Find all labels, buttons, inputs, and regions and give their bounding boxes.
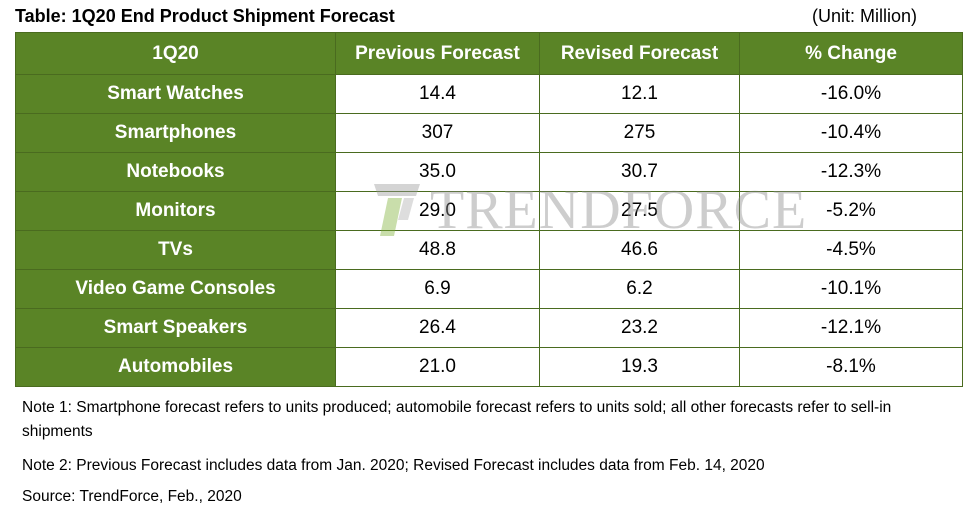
table-row: Monitors 29.0 27.5 -5.2% [15, 191, 963, 231]
table-body: Smart Watches 14.4 12.1 -16.0% Smartphon… [15, 74, 963, 387]
previous-forecast-cell: 29.0 [335, 191, 540, 231]
previous-forecast-cell: 26.4 [335, 308, 540, 348]
row-label: Automobiles [15, 347, 336, 387]
revised-forecast-cell: 6.2 [539, 269, 740, 309]
header-row: 1Q20 Previous Forecast Revised Forecast … [15, 32, 963, 75]
previous-forecast-cell: 21.0 [335, 347, 540, 387]
previous-forecast-cell: 307 [335, 113, 540, 153]
unit-note: (Unit: Million) [811, 6, 917, 26]
table-row: Smart Watches 14.4 12.1 -16.0% [15, 74, 963, 114]
revised-forecast-cell: 46.6 [539, 230, 740, 270]
table-row: Smartphones 307 275 -10.4% [15, 113, 963, 153]
table-row: Automobiles 21.0 19.3 -8.1% [15, 347, 963, 387]
revised-forecast-cell: 19.3 [539, 347, 740, 387]
row-label: Smartphones [15, 113, 336, 153]
row-label: Video Game Consoles [15, 269, 336, 309]
forecast-table: 1Q20 Previous Forecast Revised Forecast … [15, 32, 963, 387]
previous-forecast-cell: 6.9 [335, 269, 540, 309]
table-row: Video Game Consoles 6.9 6.2 -10.1% [15, 269, 963, 309]
revised-forecast-cell: 275 [539, 113, 740, 153]
note-1: Note 1: Smartphone forecast refers to un… [22, 399, 892, 440]
source-note: Source: TrendForce, Feb., 2020 [22, 488, 242, 505]
previous-forecast-cell: 35.0 [335, 152, 540, 192]
column-header-revised-forecast: Revised Forecast [539, 32, 740, 75]
previous-forecast-cell: 48.8 [335, 230, 540, 270]
percent-change-cell: -10.4% [739, 113, 963, 153]
title-row: Table: 1Q20 End Product Shipment Forecas… [15, 4, 945, 28]
table-row: TVs 48.8 46.6 -4.5% [15, 230, 963, 270]
column-header-period: 1Q20 [15, 32, 336, 75]
table-row: Notebooks 35.0 30.7 -12.3% [15, 152, 963, 192]
column-header-percent-change: % Change [739, 32, 963, 75]
revised-forecast-cell: 30.7 [539, 152, 740, 192]
row-label: Smart Speakers [15, 308, 336, 348]
row-label: TVs [15, 230, 336, 270]
row-label: Smart Watches [15, 74, 336, 114]
table-title: Table: 1Q20 End Product Shipment Forecas… [15, 6, 395, 26]
percent-change-cell: -12.1% [739, 308, 963, 348]
percent-change-cell: -5.2% [739, 191, 963, 231]
table-row: Smart Speakers 26.4 23.2 -12.1% [15, 308, 963, 348]
column-header-previous-forecast: Previous Forecast [335, 32, 540, 75]
revised-forecast-cell: 12.1 [539, 74, 740, 114]
revised-forecast-cell: 27.5 [539, 191, 740, 231]
previous-forecast-cell: 14.4 [335, 74, 540, 114]
note-2: Note 2: Previous Forecast includes data … [22, 457, 765, 474]
row-label: Notebooks [15, 152, 336, 192]
percent-change-cell: -12.3% [739, 152, 963, 192]
row-label: Monitors [15, 191, 336, 231]
percent-change-cell: -10.1% [739, 269, 963, 309]
revised-forecast-cell: 23.2 [539, 308, 740, 348]
percent-change-cell: -16.0% [739, 74, 963, 114]
percent-change-cell: -8.1% [739, 347, 963, 387]
percent-change-cell: -4.5% [739, 230, 963, 270]
